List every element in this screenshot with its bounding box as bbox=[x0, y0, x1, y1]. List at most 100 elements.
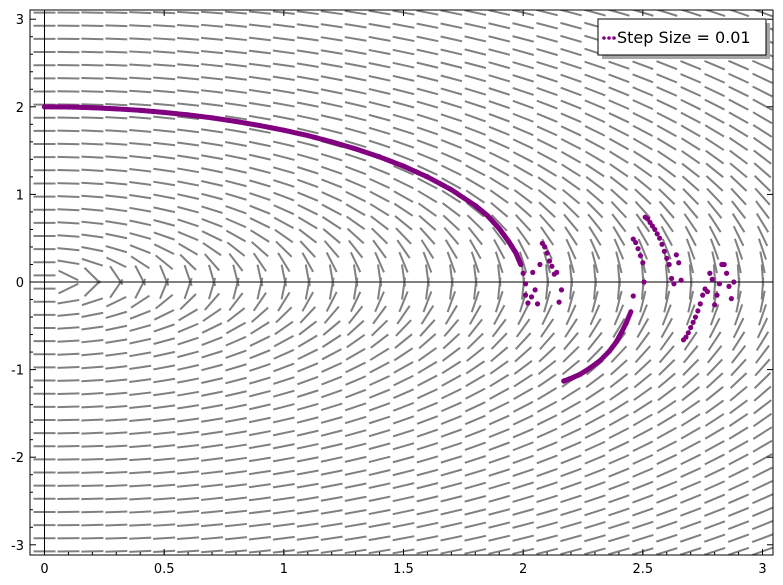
slope-segment bbox=[272, 496, 295, 502]
slope-segment bbox=[248, 509, 271, 515]
slope-segment bbox=[735, 290, 742, 313]
slope-segment bbox=[680, 137, 701, 151]
slope-segment bbox=[712, 264, 717, 287]
slope-segment bbox=[177, 443, 200, 449]
slope-segment bbox=[585, 176, 605, 191]
slope-segment bbox=[656, 467, 678, 478]
slope-segment bbox=[488, 125, 510, 136]
slope-segment bbox=[417, 190, 438, 204]
slope-segment bbox=[610, 359, 628, 376]
slope-segment bbox=[344, 49, 367, 55]
data-point bbox=[707, 270, 713, 276]
slope-segment bbox=[177, 37, 200, 41]
slope-segment bbox=[416, 35, 439, 43]
slope-segment bbox=[608, 440, 630, 452]
slope-segment bbox=[296, 127, 319, 135]
slope-segment bbox=[274, 228, 294, 244]
slope-segment bbox=[416, 152, 438, 163]
slope-segment bbox=[368, 35, 391, 42]
slope-segment bbox=[728, 480, 749, 492]
slope-segment bbox=[201, 128, 224, 134]
slope-segment bbox=[129, 470, 152, 475]
slope-segment bbox=[159, 264, 170, 286]
slope-segment bbox=[441, 189, 462, 204]
slope-segment bbox=[224, 141, 247, 148]
slope-segment bbox=[705, 372, 724, 389]
slope-segment bbox=[464, 22, 487, 30]
slope-segment bbox=[345, 375, 367, 386]
slope-segment bbox=[395, 319, 412, 337]
slope-segment bbox=[153, 510, 176, 514]
slope-segment bbox=[368, 388, 391, 399]
slope-segment bbox=[153, 167, 176, 173]
slope-segment bbox=[441, 346, 461, 362]
slope-segment bbox=[464, 508, 487, 516]
slope-segment bbox=[442, 332, 461, 350]
slope-segment bbox=[57, 418, 80, 422]
slope-segment bbox=[759, 251, 766, 274]
slope-segment bbox=[752, 136, 773, 152]
slope-segment bbox=[81, 76, 104, 80]
data-point bbox=[597, 358, 603, 364]
slope-segment bbox=[320, 442, 343, 450]
slope-segment bbox=[129, 76, 152, 81]
slope-segment bbox=[416, 455, 439, 464]
slope-segment bbox=[177, 230, 199, 242]
slope-segment bbox=[658, 359, 676, 376]
slope-segment bbox=[320, 389, 343, 399]
slope-segment bbox=[225, 321, 247, 335]
data-point bbox=[520, 270, 526, 276]
slope-segment bbox=[632, 440, 654, 452]
slope-segment bbox=[632, 533, 654, 543]
slope-segment bbox=[441, 202, 461, 218]
slope-segment bbox=[232, 264, 240, 287]
data-point bbox=[678, 277, 684, 283]
slope-segment bbox=[392, 401, 415, 412]
slope-segment bbox=[177, 483, 200, 488]
slope-segment bbox=[153, 63, 176, 67]
slope-segment bbox=[632, 99, 654, 111]
slope-segment bbox=[109, 265, 124, 286]
slope-segment bbox=[514, 346, 533, 363]
slope-segment bbox=[177, 167, 200, 174]
slope-segment bbox=[704, 98, 725, 111]
slope-segment bbox=[321, 334, 342, 348]
slope-segment bbox=[540, 318, 555, 338]
slope-segment bbox=[297, 348, 319, 360]
slope-segment bbox=[393, 388, 414, 399]
slope-segment bbox=[81, 11, 104, 14]
slope-segment bbox=[560, 150, 582, 164]
data-point bbox=[623, 320, 629, 326]
slope-segment bbox=[416, 10, 439, 16]
slope-segment bbox=[370, 227, 389, 245]
slope-segment bbox=[177, 523, 200, 527]
slope-segment bbox=[369, 347, 390, 361]
x-tick-label: 2.5 bbox=[632, 562, 653, 577]
slope-segment bbox=[344, 75, 367, 82]
slope-segment bbox=[368, 22, 391, 29]
slope-segment bbox=[584, 400, 605, 414]
slope-segment bbox=[632, 520, 654, 530]
slope-segment bbox=[464, 401, 486, 413]
slope-segment bbox=[368, 139, 391, 149]
slope-segment bbox=[608, 137, 629, 151]
slope-segment bbox=[488, 48, 511, 56]
slope-segment bbox=[272, 23, 295, 29]
y-tick-label: 3 bbox=[16, 13, 24, 28]
slope-segment bbox=[200, 483, 224, 488]
slope-segment bbox=[153, 206, 176, 214]
slope-segment bbox=[703, 533, 726, 543]
slope-segment bbox=[129, 193, 152, 200]
slope-segment bbox=[584, 137, 606, 151]
slope-segment bbox=[398, 291, 409, 313]
slope-segment bbox=[512, 494, 534, 503]
slope-segment bbox=[420, 305, 435, 325]
slope-segment bbox=[633, 400, 653, 414]
slope-segment bbox=[512, 521, 535, 529]
slope-segment bbox=[393, 361, 414, 374]
slope-segment bbox=[464, 48, 487, 56]
slope-segment bbox=[105, 256, 127, 269]
slope-segment bbox=[537, 176, 557, 191]
slope-segment bbox=[560, 99, 582, 110]
data-point bbox=[688, 324, 694, 331]
